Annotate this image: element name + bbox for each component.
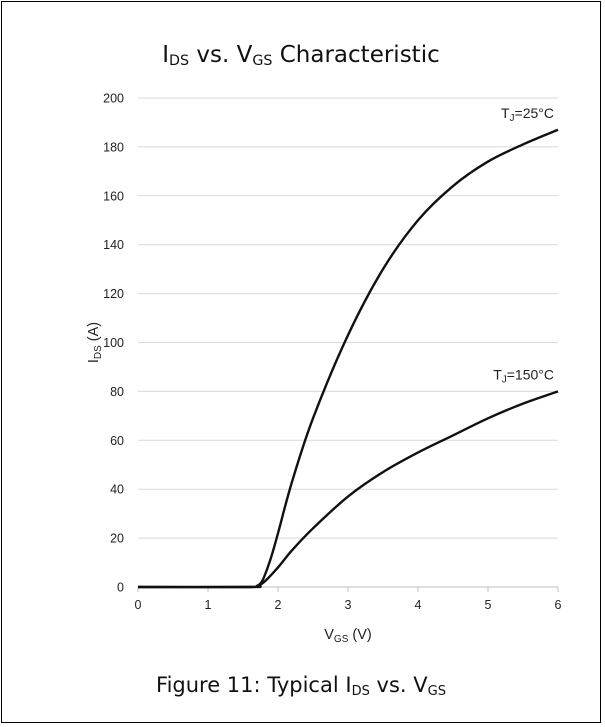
x-tick-label: 1 xyxy=(205,598,212,612)
y-tick-label: 100 xyxy=(103,336,124,350)
y-tick-label: 0 xyxy=(117,581,124,595)
series-label-1: TJ=150°C xyxy=(493,366,554,385)
series-line-1 xyxy=(137,390,559,589)
y-tick-label: 60 xyxy=(110,434,124,448)
x-tick-label: 2 xyxy=(275,598,282,612)
tick-labels: 0 20 40 60 80 100 120 140 160 180 200 0 1 2 3 4 5 6 xyxy=(103,92,561,613)
y-tick-label: 200 xyxy=(103,92,124,106)
x-tick-label: 0 xyxy=(135,598,142,612)
grid-lines xyxy=(138,97,558,539)
chart-title: IDS vs. VGS Characteristic xyxy=(162,42,440,70)
series-line-0 xyxy=(137,128,559,589)
y-tick-label: 20 xyxy=(110,532,124,546)
x-axis-label: VGS (V) xyxy=(324,627,371,645)
y-tick-label: 140 xyxy=(103,238,124,252)
x-tick-label: 6 xyxy=(555,598,562,612)
y-tick-label: 120 xyxy=(103,287,124,301)
series-label-0: TJ=25°C xyxy=(501,105,554,124)
y-tick-label: 160 xyxy=(103,189,124,203)
x-tick-label: 5 xyxy=(485,598,492,612)
series-lines: TJ=25°C TJ=150°C xyxy=(137,105,559,589)
y-tick-label: 40 xyxy=(110,483,124,497)
y-tick-label: 80 xyxy=(110,385,124,399)
x-tick-label: 4 xyxy=(415,598,422,612)
y-axis-label: IDS (A) xyxy=(86,322,104,363)
y-tick-label: 180 xyxy=(103,140,124,154)
x-tick-label: 3 xyxy=(345,598,352,612)
axis-labels: VGS (V) IDS (A) xyxy=(86,322,372,645)
figure-caption: Figure 11: Typical IDS vs. VGS xyxy=(156,673,446,699)
